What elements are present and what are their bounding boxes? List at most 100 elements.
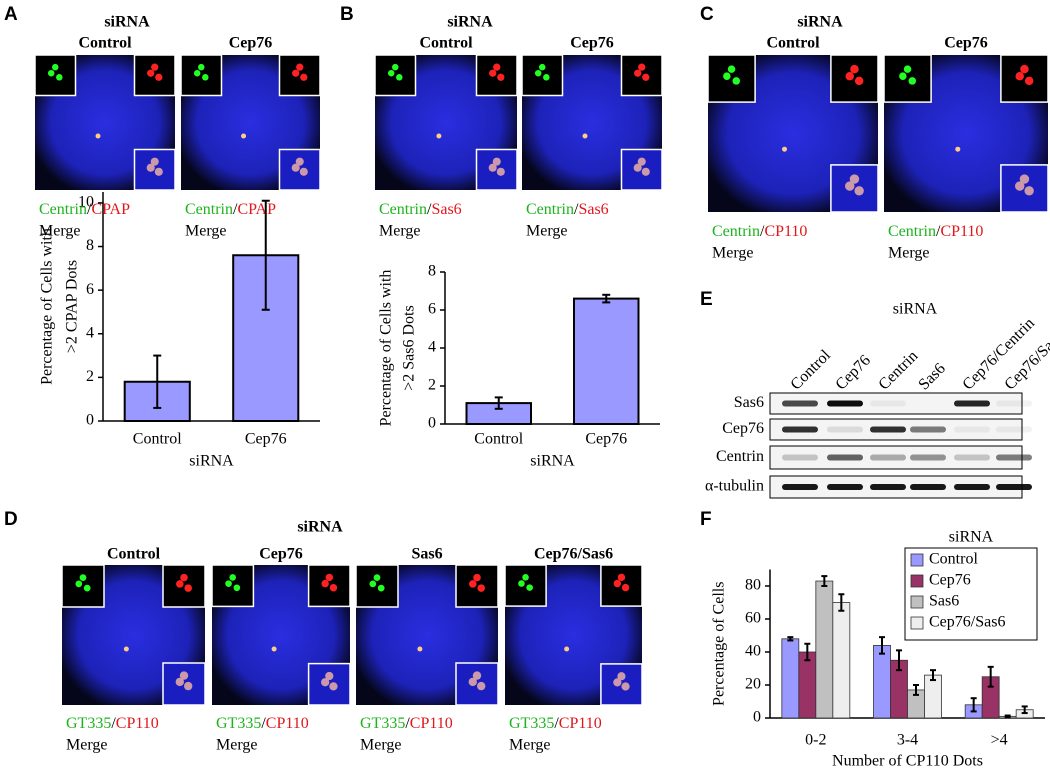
dot-green (387, 69, 395, 77)
panel-header: siRNA (893, 301, 938, 318)
caption-red: CP110 (940, 223, 983, 240)
dot-red (300, 73, 308, 81)
column-title: Control (766, 35, 820, 52)
caption-green: Centrin (379, 201, 427, 218)
dot-green (233, 584, 241, 592)
dot-merge (184, 681, 193, 691)
centrosome (955, 146, 961, 152)
blot-band (954, 426, 990, 433)
inset-merge (278, 148, 321, 191)
dot-red (184, 584, 192, 592)
dot-merge (150, 157, 159, 166)
y-tick-label: 8 (86, 237, 94, 254)
dot-red (497, 73, 505, 81)
inset-merge (830, 164, 879, 213)
caption-red: CP110 (116, 715, 159, 732)
inset-red (162, 564, 206, 608)
legend-swatch (910, 574, 924, 588)
dot-red (613, 579, 622, 588)
dot-red (1024, 76, 1034, 86)
inset-red (830, 54, 879, 103)
caption-merge: Merge (526, 223, 567, 240)
blot-band (954, 484, 990, 490)
dot-green (732, 77, 741, 85)
row-label: Cep76 (722, 420, 764, 437)
legend-box (904, 547, 1038, 641)
panel-header: siRNA (797, 14, 843, 31)
caption-merge: Merge (888, 245, 929, 262)
inset-green (521, 54, 564, 97)
bar (924, 674, 942, 719)
dot-merge (1015, 181, 1025, 191)
inset-merge (600, 663, 643, 706)
caption-sep: / (87, 201, 92, 218)
dot-red (329, 584, 338, 592)
panel-letter: C (700, 4, 714, 25)
blot-band (996, 454, 1032, 461)
dot-green (52, 63, 59, 71)
dot-green (193, 69, 201, 77)
caption: Centrin/CPAP (39, 201, 130, 218)
caption: GT335/CP110 (216, 715, 309, 732)
y-axis-label: >2 Sas6 Dots (401, 305, 418, 390)
caption-merge: Merge (39, 223, 80, 240)
dot-green (229, 574, 237, 581)
inset-green (374, 54, 417, 97)
column-title: Control (78, 35, 132, 52)
y-tick-label: 6 (428, 301, 436, 318)
dot-merge (617, 672, 626, 681)
y-tick-label: 8 (428, 263, 436, 280)
centrosome (417, 646, 423, 652)
dot-red (321, 579, 329, 588)
dot-red (180, 573, 188, 582)
dot-green (225, 580, 232, 587)
inset-merge (620, 148, 663, 191)
panel-letter: F (700, 509, 712, 530)
dot-green (75, 580, 83, 588)
blot-band (996, 484, 1032, 490)
blot-band (782, 484, 818, 490)
x-axis-label: Number of CP110 Dots (832, 753, 983, 770)
y-axis-label: >2 CPAP Dots (64, 260, 81, 353)
dot-merge (472, 671, 482, 680)
y-tick-label: 2 (86, 368, 94, 385)
blot-band (996, 400, 1032, 407)
caption-red: CP110 (266, 715, 309, 732)
dot-merge (621, 682, 630, 691)
legend-label: Cep76 (929, 572, 971, 589)
caption-sep: / (574, 201, 579, 218)
inset-merge (455, 662, 499, 706)
panel-letter: A (4, 4, 18, 25)
inset-red (278, 54, 321, 97)
dot-red (621, 583, 630, 592)
caption-sep: / (405, 715, 410, 732)
dot-red (477, 584, 485, 592)
centrosome (782, 146, 787, 152)
bar (573, 297, 640, 426)
y-axis-label: Percentage of Cells with (39, 228, 56, 385)
caption-merge: Merge (360, 737, 401, 754)
centrosome (241, 133, 247, 139)
column-title: Sas6 (411, 546, 442, 563)
dot-green (377, 584, 385, 592)
blot-band (954, 400, 990, 407)
bar (832, 602, 851, 719)
dot-green (543, 74, 550, 81)
dot-green (56, 74, 63, 81)
dot-green (47, 69, 55, 77)
dot-red (489, 69, 497, 77)
y-axis-label: Percentage of Cells (711, 582, 728, 706)
caption: GT335/CP110 (509, 715, 602, 732)
y-tick-label: 6 (86, 281, 94, 298)
dot-merge (175, 677, 184, 687)
column-title: Cep76 (229, 35, 273, 52)
y-tick-label: 4 (428, 339, 436, 356)
row-label: Centrin (716, 448, 764, 465)
legend-label: Sas6 (929, 593, 959, 610)
centrosome (436, 133, 442, 139)
bar (798, 651, 817, 719)
blot-band (827, 426, 863, 433)
inset-merge (1000, 164, 1049, 213)
inset-green (883, 54, 932, 103)
